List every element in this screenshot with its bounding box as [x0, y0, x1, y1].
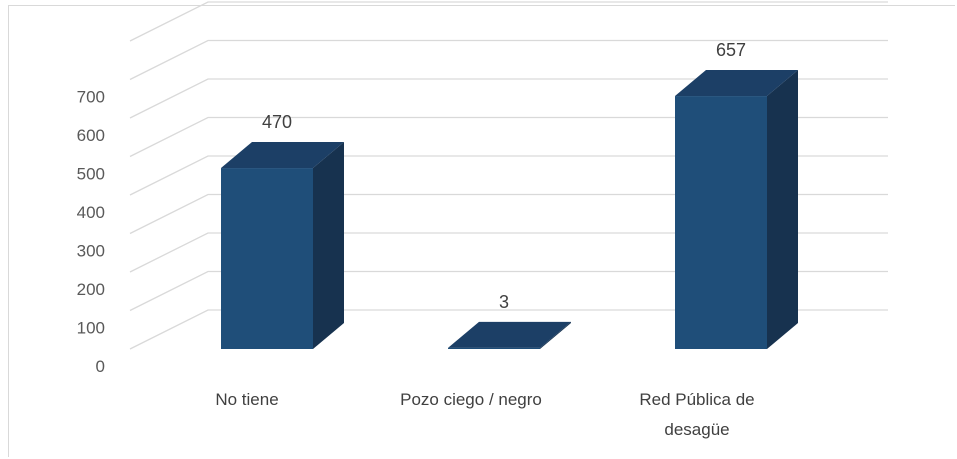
category-label: Red Pública de desagüe: [639, 390, 754, 439]
gridline: [129, 193, 888, 235]
bar-side: [767, 70, 798, 350]
bars: [221, 70, 798, 350]
gridline: [129, 232, 888, 273]
category-label-line: Pozo ciego / negro: [400, 390, 542, 409]
gridline: [129, 78, 888, 119]
gridline: [129, 309, 888, 350]
category-label: Pozo ciego / negro: [400, 390, 542, 409]
gridline: [129, 39, 888, 81]
category-label: No tiene: [215, 390, 278, 409]
bar-front: [448, 347, 540, 349]
bar-top: [675, 70, 798, 97]
category-label-line: desagüe: [664, 420, 729, 439]
category-label-line: No tiene: [215, 390, 278, 409]
y-tick-label: 600: [77, 126, 105, 145]
y-tick-label: 500: [77, 165, 105, 184]
bar-3: [675, 70, 798, 350]
gridline: [129, 116, 888, 158]
bar-1: [221, 142, 344, 349]
gridline: [129, 1, 888, 42]
bar-top: [448, 321, 571, 348]
category-label-line: Red Pública de: [639, 390, 754, 409]
chart-frame: [8, 5, 955, 457]
y-tick-label: 700: [77, 88, 105, 107]
bar-side: [540, 321, 571, 349]
bar-2: [448, 321, 571, 349]
data-label: 470: [262, 112, 292, 132]
y-tick-label: 200: [77, 280, 105, 299]
data-labels: 470 3 657: [262, 40, 746, 312]
bar-side: [313, 142, 344, 349]
bar-front: [221, 168, 313, 349]
category-labels: No tiene Pozo ciego / negro Red Pública de…: [215, 390, 754, 439]
bar-top: [221, 142, 344, 169]
gridline: [129, 155, 888, 196]
gridlines: [129, 1, 888, 350]
bar-front: [675, 96, 767, 350]
data-label: 657: [716, 40, 746, 60]
data-label: 3: [499, 292, 509, 312]
y-tick-label: 0: [96, 357, 105, 376]
y-tick-label: 300: [77, 242, 105, 261]
y-tick-label: 100: [77, 319, 105, 338]
y-tick-label: 400: [77, 203, 105, 222]
y-axis-ticks: 0 100 200 300 400 500 600 700: [77, 88, 105, 377]
gridline: [129, 270, 888, 312]
